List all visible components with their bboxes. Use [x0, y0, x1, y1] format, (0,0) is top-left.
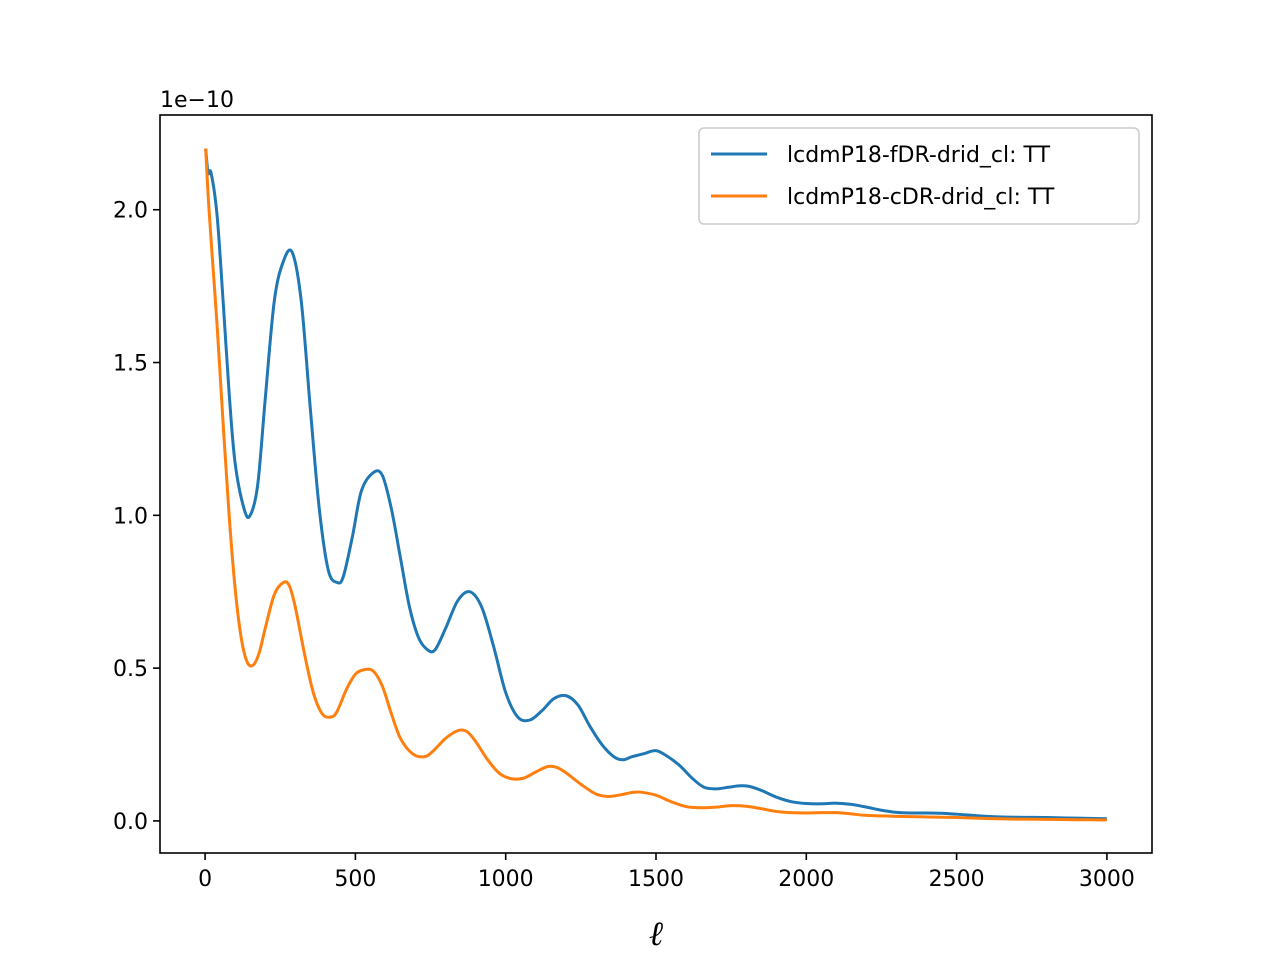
y-axis-offset-text: 1e−10: [160, 88, 234, 113]
x-axis-ticks: 0 500 1000 1500 2000 2500 3000: [198, 853, 1135, 892]
y-axis-ticks: 0.0 0.5 1.0 1.5 2.0: [113, 199, 160, 835]
legend: lcdmP18-fDR-drid_cl: TT lcdmP18-cDR-drid_…: [698, 127, 1140, 225]
series-line-1: [204, 148, 1107, 821]
series-line-2: [204, 148, 1107, 822]
series-layer: [204, 148, 1107, 822]
x-tick-label: 500: [334, 867, 376, 892]
y-tick-label: 0.5: [113, 657, 148, 682]
y-tick-label: 1.5: [113, 352, 148, 377]
legend-label-2: lcdmP18-cDR-drid_cl: TT: [787, 185, 1055, 210]
x-tick-label: 2000: [778, 867, 834, 892]
x-tick-label: 2500: [929, 867, 985, 892]
x-tick-label: 1500: [628, 867, 684, 892]
y-tick-label: 1.0: [113, 504, 148, 529]
legend-label-1: lcdmP18-fDR-drid_cl: TT: [787, 143, 1051, 168]
x-tick-label: 3000: [1079, 867, 1135, 892]
legend-box: [698, 127, 1140, 225]
x-tick-label: 1000: [478, 867, 534, 892]
x-tick-label: 0: [198, 867, 212, 892]
x-axis-label: ℓ: [649, 914, 663, 954]
y-tick-label: 0.0: [113, 810, 148, 835]
y-tick-label: 2.0: [113, 199, 148, 224]
